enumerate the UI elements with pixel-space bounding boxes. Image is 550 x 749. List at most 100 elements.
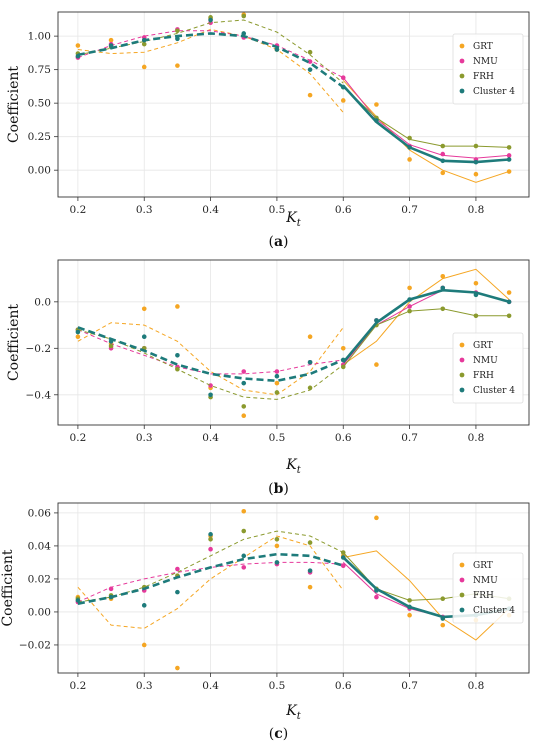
data-point: [175, 36, 180, 42]
data-point: [141, 306, 147, 312]
y-axis-label: Coefficient: [6, 66, 22, 143]
data-point: [506, 313, 512, 319]
y-tick-label: 1.00: [28, 31, 51, 43]
data-point: [473, 143, 479, 149]
series-line-dashed-grt: [77, 322, 344, 396]
data-point: [506, 145, 512, 150]
data-point: [407, 285, 412, 291]
x-tick-label: 0.4: [202, 680, 219, 692]
data-point: [407, 145, 412, 150]
data-point: [506, 153, 512, 158]
series-line-solid-cluster-4: [342, 288, 510, 364]
data-point: [141, 334, 147, 339]
data-point: [208, 383, 213, 388]
x-tick-label: 0.3: [136, 204, 153, 216]
data-point: [141, 41, 147, 47]
x-tick-label: 0.4: [202, 204, 219, 216]
data-point: [307, 584, 313, 590]
data-point: [407, 612, 412, 618]
legend-marker: [459, 607, 465, 613]
data-point: [241, 413, 247, 419]
data-point: [407, 135, 412, 141]
data-point: [440, 306, 446, 312]
data-point: [108, 343, 114, 349]
data-point: [440, 151, 446, 157]
data-point: [440, 143, 446, 149]
x-tick-label: 0.6: [335, 432, 352, 444]
series-line-solid-frh: [342, 308, 510, 368]
x-tick-label: 0.7: [401, 204, 418, 216]
data-point: [307, 385, 313, 391]
data-point: [340, 357, 346, 363]
legend-entry: Cluster 4: [473, 606, 515, 616]
legend-marker: [459, 43, 465, 49]
legend-entry: FRH: [473, 72, 494, 82]
data-point: [141, 37, 147, 43]
data-point: [175, 28, 180, 34]
data-point: [274, 560, 280, 565]
y-tick-label: 0.75: [28, 64, 51, 76]
series-line-dashed-grt: [77, 28, 344, 113]
x-tick-label: 0.2: [70, 204, 87, 216]
data-point: [141, 603, 147, 608]
data-point: [141, 642, 147, 648]
series-line-dashed-cluster-4: [77, 552, 344, 605]
data-point: [274, 373, 280, 379]
x-tick-label: 0.2: [70, 432, 87, 444]
data-point: [274, 47, 280, 52]
data-point: [473, 313, 479, 319]
data-point: [374, 118, 379, 123]
data-point: [241, 404, 247, 409]
data-point: [307, 568, 313, 573]
data-point: [340, 75, 346, 80]
data-point: [175, 566, 180, 572]
x-tick-label: 0.8: [468, 432, 485, 444]
legend-marker: [459, 73, 465, 79]
data-point: [241, 565, 247, 570]
series-line-dashed-nmu: [77, 561, 344, 603]
legend-entry: NMU: [473, 356, 498, 366]
plot-frame: [57, 502, 530, 674]
data-point: [506, 157, 512, 162]
data-point: [440, 616, 446, 621]
legend-marker: [459, 592, 465, 598]
panel-label: (c): [269, 726, 288, 742]
data-point: [75, 334, 81, 339]
series-line-dashed-grt: [77, 535, 344, 629]
data-point: [506, 169, 512, 174]
series-line-solid-grt: [343, 268, 510, 366]
x-tick-label: 0.8: [468, 680, 485, 692]
data-point: [440, 285, 446, 291]
legend-entry: Cluster 4: [473, 87, 515, 97]
data-point: [440, 273, 446, 279]
data-point: [175, 366, 180, 372]
series-line-solid-grt: [342, 80, 510, 183]
legend-box: [452, 332, 524, 404]
data-point: [340, 563, 346, 569]
panel-label: (b): [268, 481, 289, 497]
y-tick-label: −0.2: [26, 343, 52, 355]
data-point: [374, 515, 379, 521]
data-point: [108, 339, 114, 344]
y-tick-label: 0.02: [28, 573, 51, 585]
data-point: [175, 352, 180, 358]
plot-frame: [57, 11, 530, 198]
data-point: [340, 98, 346, 103]
data-point: [340, 84, 346, 90]
data-point: [108, 594, 114, 600]
y-axis-label: Coefficient: [6, 304, 22, 381]
x-tick-label: 0.3: [136, 680, 153, 692]
y-tick-label: 0.00: [28, 606, 51, 618]
chart-panel-1: 0.2 0.3 0.4 0.5 0.6 0.7 0.8 −0.4 −0.2 0.0 Kt Coeffi…: [6, 259, 530, 497]
data-point: [274, 380, 280, 386]
x-tick-label: 0.8: [468, 204, 485, 216]
legend-marker: [459, 357, 465, 363]
legend-marker: [459, 387, 465, 393]
series-line-dashed-cluster-4: [77, 326, 344, 383]
data-point: [307, 67, 313, 72]
y-tick-label: 0.00: [28, 165, 51, 177]
data-point: [108, 586, 114, 592]
data-point: [141, 64, 147, 70]
data-point: [307, 359, 313, 365]
